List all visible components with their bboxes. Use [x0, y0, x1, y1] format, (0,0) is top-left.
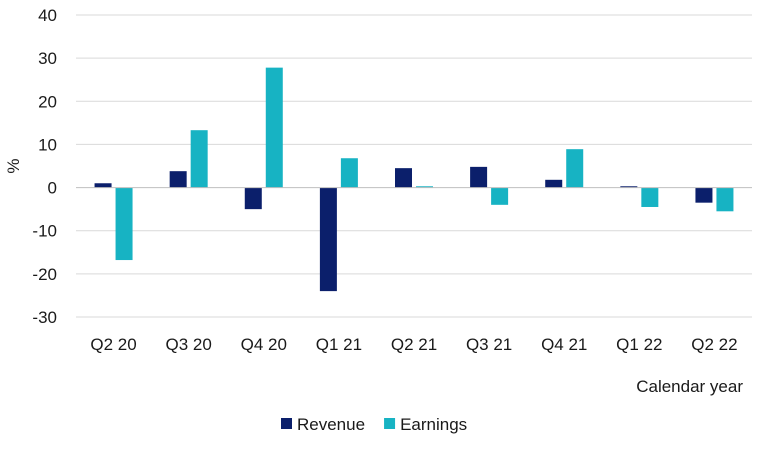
bars [94, 67, 734, 292]
y-tick-label: -20 [32, 265, 57, 284]
bar-earnings-q4-20 [265, 67, 283, 188]
bar-revenue-q1-22 [620, 186, 638, 188]
bar-revenue-q4-20 [244, 187, 262, 210]
bar-earnings-q2-21 [416, 186, 433, 188]
legend: Revenue Earnings [281, 415, 467, 434]
bar-earnings-q3-21 [491, 187, 509, 205]
bar-revenue-q2-21 [395, 168, 412, 188]
bar-earnings-q2-22 [716, 187, 734, 212]
bar-revenue-q2-22 [695, 187, 713, 203]
x-tick-label: Q2 22 [691, 335, 737, 354]
y-tick-label: 10 [38, 135, 57, 154]
x-tick-label: Q1 21 [316, 335, 362, 354]
x-tick-label: Q3 20 [166, 335, 212, 354]
bar-earnings-q1-21 [340, 158, 358, 188]
legend-label-revenue: Revenue [297, 415, 365, 434]
legend-swatch-revenue [281, 418, 292, 429]
y-tick-label: 20 [38, 92, 57, 111]
bar-earnings-q4-21 [566, 149, 584, 188]
x-tick-label: Q4 20 [241, 335, 287, 354]
x-tick-label: Q4 21 [541, 335, 587, 354]
x-axis-ticks: Q2 20 Q3 20 Q4 20 Q1 21 Q2 21 Q3 21 Q4 21 Q1 22… [90, 335, 737, 354]
bar-earnings-q1-22 [641, 187, 659, 207]
y-tick-label: -10 [32, 222, 57, 241]
legend-label-earnings: Earnings [400, 415, 467, 434]
legend-swatch-earnings [384, 418, 396, 429]
y-tick-label: 40 [38, 6, 57, 25]
y-tick-label: -30 [32, 308, 57, 327]
bar-earnings-q3-20 [190, 130, 208, 188]
x-tick-label: Q2 21 [391, 335, 437, 354]
y-axis-ticks: -30 -20 -10 0 10 20 30 40 [32, 6, 57, 327]
bar-revenue-q3-21 [470, 166, 488, 188]
x-axis-label: Calendar year [636, 377, 743, 396]
bar-revenue-q4-21 [545, 179, 563, 188]
bar-revenue-q2-20 [94, 183, 112, 188]
y-tick-label: 30 [38, 49, 57, 68]
bar-earnings-q2-20 [115, 187, 133, 261]
y-tick-label: 0 [48, 179, 57, 198]
x-tick-label: Q1 22 [616, 335, 662, 354]
y-axis-label: % [4, 158, 23, 173]
gridlines [76, 14, 752, 318]
bar-revenue-q1-21 [319, 187, 337, 292]
x-tick-label: Q3 21 [466, 335, 512, 354]
bar-revenue-q3-20 [169, 171, 187, 188]
x-tick-label: Q2 20 [90, 335, 136, 354]
